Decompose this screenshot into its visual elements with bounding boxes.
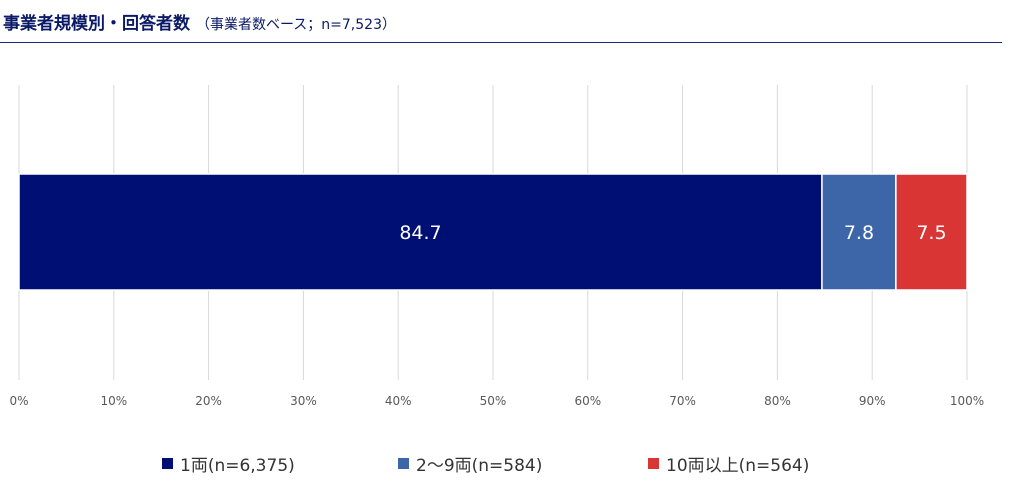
legend-label: 1両(n=6,375) bbox=[180, 456, 295, 476]
data-label: 7.8 bbox=[844, 222, 874, 244]
legend-item: 1両(n=6,375) bbox=[162, 451, 295, 476]
x-tick-label: 100% bbox=[950, 394, 984, 408]
legend-item: 10両以上(n=564) bbox=[648, 451, 809, 476]
x-tick-label: 70% bbox=[669, 394, 696, 408]
x-tick-label: 0% bbox=[9, 394, 28, 408]
x-tick-label: 10% bbox=[100, 394, 127, 408]
stacked-bar-chart: 0% 10% 20% 30% 40% 50% 60% 70% 80% 90% 100% 84.7 7.8… bbox=[9, 85, 984, 408]
x-tick-label: 50% bbox=[480, 394, 507, 408]
chart-title: 事業者規模別・回答者数 （事業者数ベース；n=7,523） bbox=[3, 9, 396, 34]
bar-segment bbox=[821, 173, 897, 291]
chart-subtitle: （事業者数ベース；n=7,523） bbox=[196, 17, 396, 33]
x-tick-label: 40% bbox=[385, 394, 412, 408]
x-tick-label: 80% bbox=[764, 394, 791, 408]
x-tick-label: 20% bbox=[195, 394, 222, 408]
bar-segment bbox=[18, 173, 823, 291]
bar-segment bbox=[895, 173, 968, 291]
legend-item: 2〜9両(n=584) bbox=[398, 451, 542, 476]
x-tick-label: 60% bbox=[574, 394, 601, 408]
legend-swatch bbox=[398, 458, 409, 469]
chart-title-text: 事業者規模別・回答者数 bbox=[3, 14, 190, 34]
legend-label: 2〜9両(n=584) bbox=[416, 456, 543, 476]
legend-swatch bbox=[162, 458, 173, 469]
data-label: 7.5 bbox=[916, 222, 946, 244]
chart-header: 事業者規模別・回答者数 （事業者数ベース；n=7,523） bbox=[0, 0, 1002, 43]
x-tick-label: 30% bbox=[290, 394, 317, 408]
data-label: 84.7 bbox=[399, 222, 441, 244]
legend-swatch bbox=[648, 458, 659, 469]
legend-label: 10両以上(n=564) bbox=[666, 456, 810, 476]
x-tick-label: 90% bbox=[859, 394, 886, 408]
chart-legend: 1両(n=6,375) 2〜9両(n=584) 10両以上(n=564) bbox=[0, 451, 1017, 477]
